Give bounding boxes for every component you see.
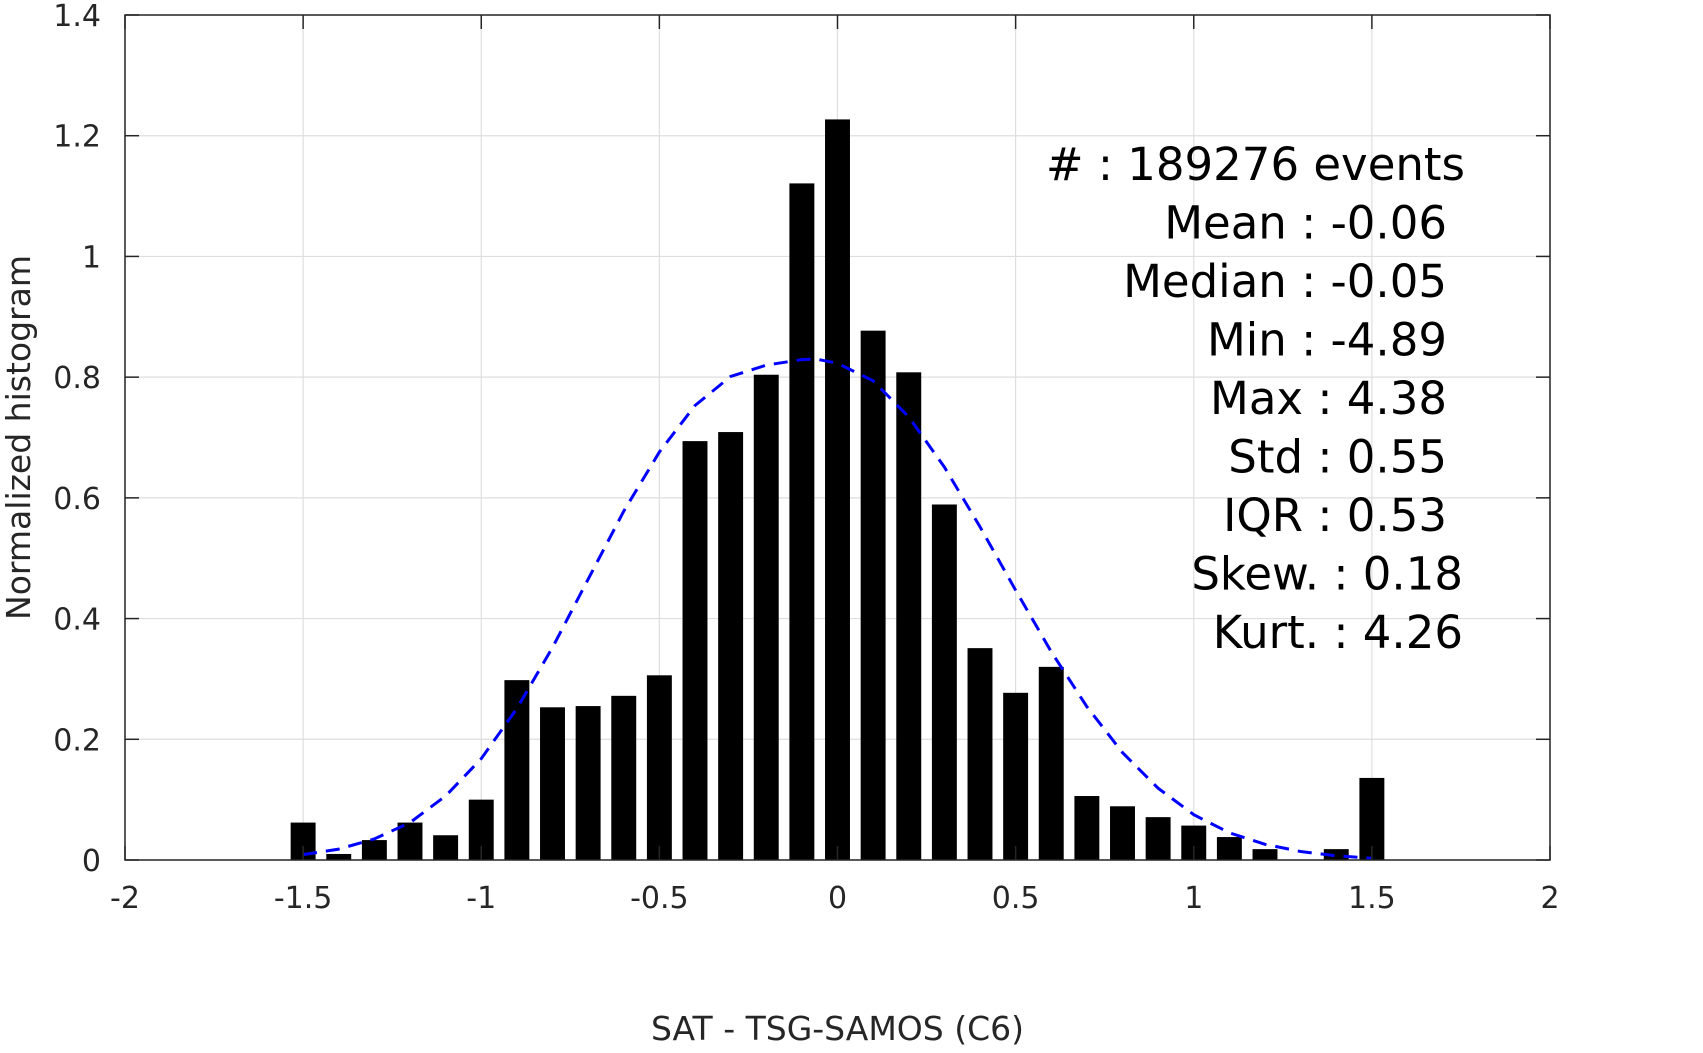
x-tick-label: -0.5 <box>630 881 689 916</box>
statistics-annotations: # : 189276 events Mean : -0.06 Median : … <box>1046 138 1465 659</box>
histogram-bar <box>718 432 744 860</box>
histogram-bar <box>967 648 993 860</box>
x-tick-label: -1 <box>466 881 496 916</box>
histogram-bar <box>682 441 708 860</box>
x-axis-label: SAT - TSG-SAMOS (C6) <box>651 1009 1024 1048</box>
histogram-bar <box>1145 817 1171 860</box>
x-tick-label: 0 <box>828 881 847 916</box>
histogram-bar <box>860 330 886 860</box>
x-tick-label: 1.5 <box>1348 881 1396 916</box>
x-tick-labels: -2 -1.5 -1 -0.5 0 0.5 1 1.5 2 <box>110 881 1560 916</box>
histogram-bar <box>931 504 957 860</box>
histogram-bar <box>504 680 530 860</box>
histogram-bar <box>1252 849 1278 860</box>
histogram-bar <box>1074 796 1100 860</box>
y-tick-label: 0.6 <box>53 482 101 517</box>
stat-iqr: IQR : 0.53 <box>1223 489 1447 542</box>
y-tick-label: 1.2 <box>53 120 101 155</box>
stat-events: # : 189276 events <box>1046 138 1465 191</box>
x-tick-label: -1.5 <box>274 881 333 916</box>
histogram-bar <box>540 707 565 860</box>
x-tick-label: 0.5 <box>992 881 1040 916</box>
histogram-bar <box>575 706 601 860</box>
x-tick-label: 2 <box>1540 881 1559 916</box>
stat-mean: Mean : -0.06 <box>1164 197 1447 250</box>
stat-skew: Skew. : 0.18 <box>1191 548 1463 601</box>
histogram-bar <box>1003 692 1029 860</box>
stat-min: Min : -4.89 <box>1207 314 1447 367</box>
histogram-bar <box>825 119 850 861</box>
stat-std: Std : 0.55 <box>1228 431 1447 484</box>
histogram-bar <box>1216 837 1242 860</box>
histogram-bar <box>433 835 459 860</box>
histogram-bar <box>397 822 423 860</box>
stat-kurt: Kurt. : 4.26 <box>1213 606 1463 659</box>
histogram-bar <box>326 853 352 860</box>
y-tick-label: 1 <box>82 240 101 275</box>
histogram-bar <box>361 840 387 860</box>
histogram-bar <box>1110 806 1135 860</box>
histogram-bars <box>290 119 1385 861</box>
y-tick-label: 0.4 <box>53 603 101 638</box>
histogram-bar <box>789 183 815 860</box>
y-axis-label: Normalized histogram <box>0 255 38 620</box>
x-tick-label: 1 <box>1184 881 1203 916</box>
histogram-bar <box>1323 849 1349 860</box>
normal-fit-curve <box>302 357 1373 860</box>
y-tick-label: 0 <box>82 844 101 879</box>
stat-median: Median : -0.05 <box>1123 255 1447 308</box>
histogram-bar <box>896 372 922 860</box>
x-tick-label: -2 <box>110 881 140 916</box>
y-tick-label: 0.2 <box>53 723 101 758</box>
histogram-bar <box>753 374 779 860</box>
histogram-bar <box>1038 666 1064 860</box>
stat-max: Max : 4.38 <box>1210 372 1447 425</box>
y-tick-label: 0.8 <box>53 361 101 396</box>
histogram-bar <box>646 675 672 860</box>
histogram-bar <box>611 695 637 860</box>
axis-ticks <box>124 14 1551 861</box>
y-tick-labels: 0 0.2 0.4 0.6 0.8 1 1.2 1.4 <box>53 0 101 879</box>
y-tick-label: 1.4 <box>53 0 101 34</box>
